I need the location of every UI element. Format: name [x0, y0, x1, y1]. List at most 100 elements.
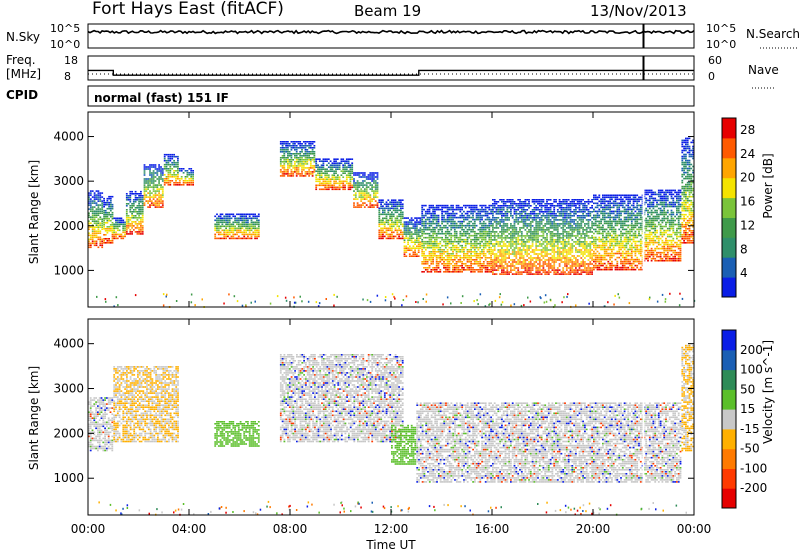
echo-cell	[120, 237, 123, 240]
echo-cell	[414, 229, 416, 231]
echo-cell	[301, 151, 303, 153]
echo-cell	[529, 255, 532, 257]
echo-cell	[481, 251, 483, 253]
echo-cell	[526, 265, 529, 267]
echo-cell	[479, 214, 482, 217]
echo-cell	[432, 259, 434, 261]
echo-cell	[167, 178, 170, 180]
echo-cell	[537, 231, 539, 233]
echo-cell	[115, 227, 117, 230]
echo-cell	[504, 203, 507, 205]
echo-cell	[578, 269, 581, 271]
echo-cell	[589, 237, 592, 239]
echo-cell	[511, 237, 514, 239]
echo-cell	[416, 221, 418, 223]
echo-cell	[575, 223, 577, 225]
echo-cell	[287, 141, 289, 143]
echo-cell	[553, 263, 556, 265]
echo-cell	[594, 196, 597, 199]
echo-cell	[127, 199, 130, 201]
echo-cell	[538, 205, 541, 207]
echo-cell	[421, 238, 424, 241]
echo-cell	[587, 235, 590, 237]
echo-cell	[488, 236, 491, 239]
echo-cell	[607, 246, 610, 249]
echo-cell	[147, 202, 149, 204]
echo-cell	[158, 204, 160, 206]
echo-cell	[426, 222, 429, 225]
echo-cell	[426, 261, 429, 263]
echo-cell	[593, 242, 595, 245]
echo-cell	[138, 233, 140, 235]
echo-cell	[439, 236, 442, 239]
echo-cell	[506, 269, 509, 271]
echo-cell	[607, 254, 610, 257]
echo-cell	[154, 194, 157, 196]
echo-cell	[254, 217, 256, 220]
echo-cell	[382, 221, 384, 224]
echo-cell	[434, 246, 436, 249]
echo-cell	[356, 202, 359, 204]
echo-cell	[89, 236, 92, 239]
echo-cell	[156, 198, 159, 200]
echo-cell	[497, 233, 500, 235]
echo-cell	[472, 210, 474, 213]
echo-cell	[511, 251, 514, 253]
echo-cell	[336, 176, 339, 178]
echo-cell	[154, 186, 157, 188]
echo-cell	[227, 233, 229, 236]
echo-cell	[549, 213, 552, 215]
echo-cell	[513, 235, 516, 237]
echo-cell	[342, 186, 345, 189]
echo-cell	[115, 223, 117, 226]
echo-cell	[453, 230, 456, 233]
echo-cell	[488, 271, 491, 273]
echo-cell	[457, 242, 460, 245]
echo-cell	[573, 269, 575, 271]
echo-cell	[513, 243, 516, 245]
echo-cell	[374, 196, 377, 198]
echo-cell	[91, 210, 94, 212]
echo-cell	[589, 257, 592, 259]
echo-cell	[405, 245, 408, 247]
echo-cell	[432, 242, 434, 245]
echo-cell	[104, 203, 107, 206]
echo-cell	[88, 224, 90, 226]
echo-cell	[421, 214, 424, 217]
echo-cell	[490, 271, 492, 273]
echo-cell	[585, 241, 588, 243]
echo-cell	[373, 194, 375, 196]
echo-cell	[134, 221, 137, 223]
echo-cell	[490, 212, 492, 215]
echo-cell	[101, 210, 104, 212]
echo-cell	[294, 149, 296, 151]
echo-cell	[567, 273, 570, 275]
echo-cell	[308, 169, 310, 171]
echo-cell	[129, 207, 132, 209]
echo-cell	[526, 199, 529, 201]
echo-cell	[584, 203, 586, 205]
echo-cell	[217, 229, 220, 232]
echo-cell	[501, 259, 503, 261]
echo-cell	[528, 215, 530, 217]
echo-cell	[93, 216, 96, 218]
echo-cell	[437, 249, 440, 251]
echo-cell	[91, 218, 94, 220]
echo-cell	[419, 241, 422, 243]
echo-cell	[464, 269, 467, 271]
echo-cell	[111, 211, 114, 214]
echo-cell	[129, 195, 132, 197]
echo-cell	[428, 210, 431, 213]
echo-cell	[524, 245, 527, 247]
echo-cell	[582, 269, 584, 271]
echo-cell	[452, 259, 454, 261]
echo-cell	[342, 170, 345, 172]
echo-cell	[290, 159, 293, 161]
echo-cell	[573, 241, 575, 243]
echo-cell	[481, 257, 483, 259]
echo-cell	[104, 211, 107, 214]
echo-cell	[528, 265, 530, 267]
echo-cell	[363, 196, 366, 198]
echo-cell	[490, 261, 492, 263]
echo-cell	[533, 229, 536, 231]
